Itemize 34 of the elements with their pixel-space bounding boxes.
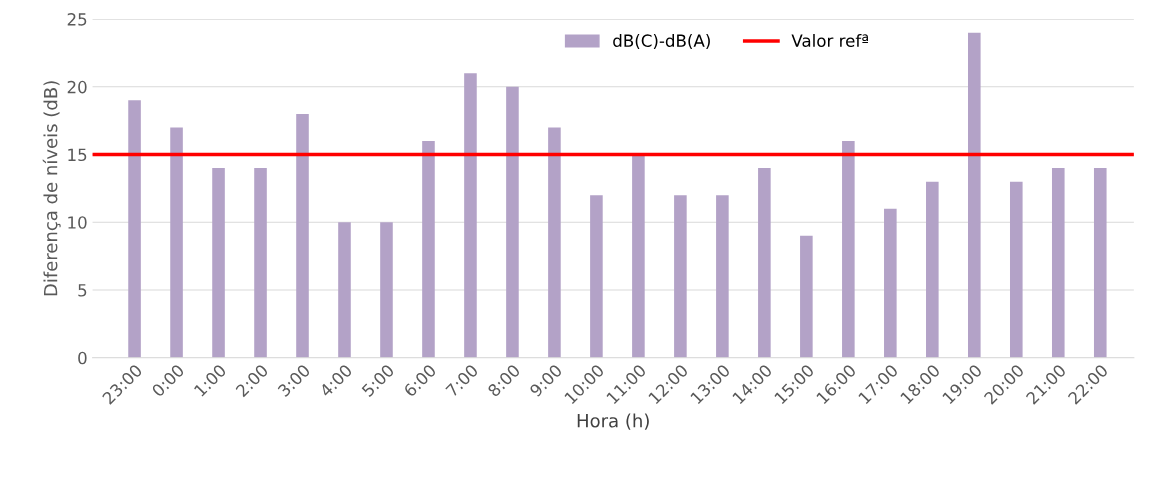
bar: [1051, 168, 1065, 358]
bar: [968, 32, 981, 358]
bar: [548, 127, 561, 358]
bar: [506, 86, 519, 358]
bar: [674, 195, 687, 358]
bar: [842, 141, 855, 358]
bar: [254, 168, 267, 358]
bar: [1093, 168, 1107, 358]
bar: [1010, 181, 1023, 358]
bar: [380, 222, 393, 358]
bar: [128, 100, 141, 358]
bar: [800, 235, 813, 358]
bar: [170, 127, 183, 358]
y-tick-label: 10: [68, 216, 87, 229]
x-axis-title: Hora (h): [577, 413, 649, 430]
y-tick-label: 5: [78, 284, 87, 297]
y-tick-label: 20: [67, 80, 87, 94]
legend-label: Valor refª: [791, 34, 868, 47]
bar: [212, 168, 225, 358]
legend-label: dB(C)-dB(A): [613, 34, 710, 49]
bar: [632, 154, 645, 358]
bar: [590, 195, 603, 358]
bar: [422, 141, 435, 358]
bar: [758, 168, 771, 358]
bar: [716, 195, 729, 358]
bar: [926, 181, 939, 358]
bar: [296, 113, 309, 358]
bar: [464, 73, 477, 358]
y-tick-label: 0: [78, 351, 87, 365]
y-tick-label: 15: [68, 148, 87, 162]
y-tick-label: 25: [67, 13, 87, 26]
y-axis-title: Diferença de níveis (dB): [42, 81, 61, 296]
bar: [884, 208, 897, 358]
bar: [338, 222, 351, 358]
